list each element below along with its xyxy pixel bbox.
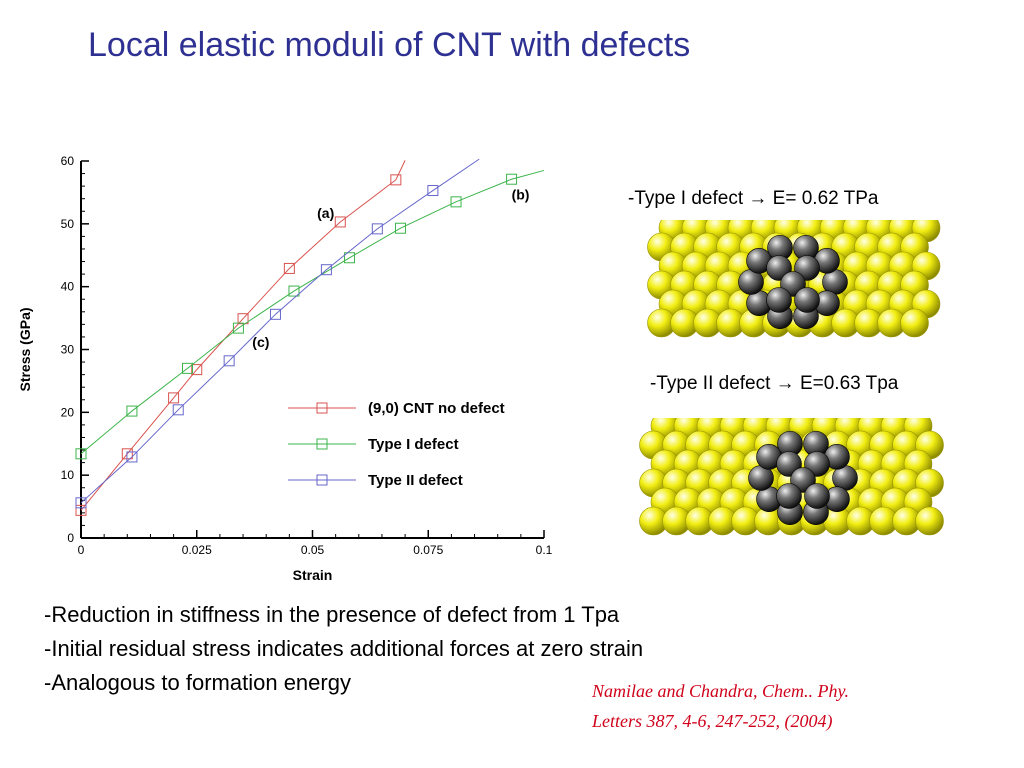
curve-annotation: (b) bbox=[512, 186, 530, 202]
data-point bbox=[181, 362, 193, 374]
type2-defect-cnt-image bbox=[639, 418, 944, 536]
x-tick-label: 0.05 bbox=[301, 543, 325, 557]
data-point bbox=[168, 392, 180, 404]
series-line bbox=[80, 158, 480, 504]
curve-annotation: (a) bbox=[317, 205, 334, 221]
data-point bbox=[394, 222, 406, 234]
defect-atom bbox=[804, 483, 830, 509]
stress-strain-chart: 0 0.025 0.05 0.075 0.1 0 10 20 30 40 50 60 Strain Str… bbox=[17, 154, 553, 583]
data-point bbox=[344, 252, 356, 264]
x-tick-label: 0.075 bbox=[413, 543, 443, 557]
slide-title: Local elastic moduli of CNT with defects bbox=[88, 26, 691, 64]
citation: Namilae and Chandra, Chem.. Phy. Letters… bbox=[592, 676, 849, 736]
y-tick-label: 20 bbox=[61, 405, 75, 419]
type1-defect-cnt-image bbox=[647, 220, 941, 338]
y-tick-label: 60 bbox=[61, 154, 75, 168]
data-point bbox=[75, 497, 87, 509]
defect-atom bbox=[794, 287, 820, 313]
y-axis-label: Stress (GPa) bbox=[17, 307, 33, 391]
bullet-list: -Reduction in stiffness in the presence … bbox=[44, 598, 643, 700]
data-point bbox=[390, 174, 402, 186]
bullet-item: -Analogous to formation energy bbox=[44, 670, 351, 695]
legend-label: (9,0) CNT no defect bbox=[368, 400, 505, 417]
data-point bbox=[371, 223, 383, 235]
series-line bbox=[80, 160, 406, 511]
defect-atom bbox=[766, 287, 792, 313]
data-point bbox=[126, 405, 138, 417]
x-tick-label: 0.025 bbox=[182, 543, 212, 557]
y-tick-label: 30 bbox=[61, 343, 75, 357]
yellow-atom bbox=[900, 308, 929, 338]
x-tick-label: 0.1 bbox=[536, 543, 553, 557]
bullet-item: -Reduction in stiffness in the presence … bbox=[44, 602, 620, 627]
legend-marker bbox=[316, 438, 328, 450]
data-point bbox=[283, 262, 295, 274]
legend-label: Type II defect bbox=[368, 472, 463, 489]
data-point bbox=[269, 308, 281, 320]
data-point bbox=[172, 404, 184, 416]
data-point bbox=[288, 285, 300, 297]
data-point bbox=[334, 216, 346, 228]
data-point bbox=[506, 173, 518, 185]
data-point bbox=[427, 185, 439, 197]
y-tick-label: 50 bbox=[61, 217, 75, 231]
citation-line: Namilae and Chandra, Chem.. Phy. bbox=[592, 681, 849, 701]
type1-defect-label: -Type I defect → E= 0.62 TPa bbox=[628, 188, 879, 209]
x-tick-label: 0 bbox=[78, 543, 85, 557]
data-point bbox=[126, 451, 138, 463]
curve-annotation: (c) bbox=[252, 334, 269, 350]
data-point bbox=[75, 504, 87, 516]
y-tick-label: 40 bbox=[61, 280, 75, 294]
data-point bbox=[320, 264, 332, 276]
type2-defect-label: -Type II defect → E=0.63 Tpa bbox=[650, 373, 899, 394]
data-point bbox=[232, 322, 244, 334]
y-tick-label: 0 bbox=[67, 531, 74, 545]
data-point bbox=[223, 355, 235, 367]
defect-atom bbox=[776, 483, 802, 509]
yellow-atom bbox=[915, 506, 944, 536]
citation-line: Letters 387, 4-6, 247-252, (2004) bbox=[592, 711, 833, 731]
data-point bbox=[75, 448, 87, 460]
data-point bbox=[191, 364, 203, 376]
legend-marker bbox=[316, 402, 328, 414]
y-tick-label: 10 bbox=[61, 468, 75, 482]
legend-marker bbox=[316, 474, 328, 486]
bullet-item: -Initial residual stress indicates addit… bbox=[44, 636, 644, 661]
x-axis-label: Strain bbox=[293, 567, 333, 583]
data-point bbox=[450, 196, 462, 208]
legend-label: Type I defect bbox=[368, 436, 459, 453]
